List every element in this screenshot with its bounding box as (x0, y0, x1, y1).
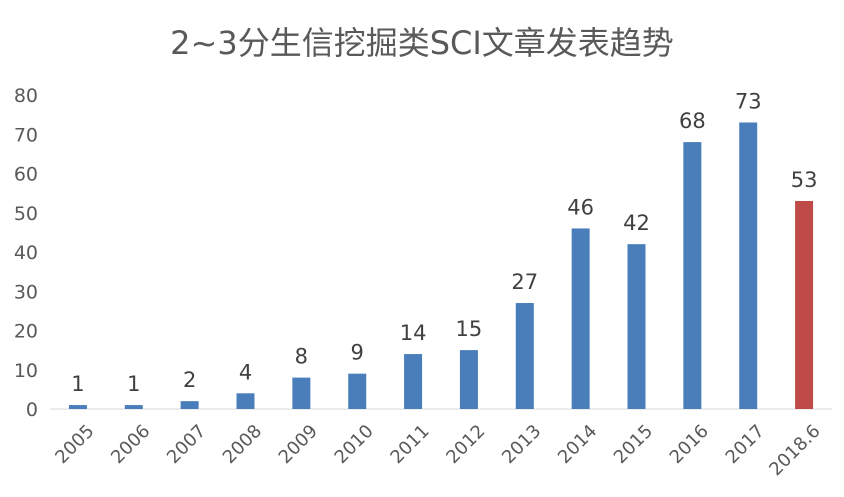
x-tick-label-2016: 2016 (666, 421, 713, 468)
y-tick-label: 0 (26, 399, 38, 421)
x-axis: 2005 2006 2007 2008 2009 2010 2011 2012 2013 2014… (50, 408, 832, 480)
x-tick-label-2008: 2008 (219, 421, 266, 468)
data-label-2012: 15 (456, 317, 483, 341)
bar-2005 (68, 405, 87, 409)
data-label-2016: 68 (679, 109, 706, 133)
bars (68, 122, 814, 409)
y-axis: 0 10 20 30 40 50 60 70 80 (14, 85, 38, 421)
x-tick-label-2011: 2011 (386, 421, 433, 468)
x-tick-label-2017: 2017 (722, 421, 769, 468)
x-tick-label-2006: 2006 (107, 421, 154, 468)
bar-2008 (236, 393, 255, 409)
chart-title: 2~3分生信挖掘类SCI文章发表趋势 (170, 24, 674, 62)
x-tick-label-2005: 2005 (51, 421, 98, 468)
bar-2014 (571, 228, 590, 409)
data-label-2005: 1 (71, 372, 84, 396)
data-label-2017: 73 (735, 89, 762, 113)
data-label-2014: 46 (567, 195, 594, 219)
data-label-2010: 9 (351, 341, 364, 365)
data-label-2015: 42 (623, 211, 650, 235)
bar-2015 (627, 244, 646, 409)
data-label-2011: 14 (400, 321, 427, 345)
data-label-2009: 8 (295, 345, 308, 369)
data-label-2007: 2 (183, 368, 196, 392)
bar-2006 (124, 405, 143, 409)
data-labels: 1 1 2 4 8 9 14 15 27 46 42 68 73 53 (71, 89, 817, 396)
bar-2007 (180, 401, 199, 409)
bar-2009 (292, 377, 311, 409)
bar-2016 (683, 142, 702, 409)
bar-2011 (404, 354, 423, 409)
y-tick-label: 10 (14, 360, 38, 382)
x-tick-label-2012: 2012 (442, 421, 489, 468)
y-tick-label: 60 (14, 164, 38, 186)
bar-2010 (348, 373, 367, 409)
data-label-2018.6: 53 (791, 168, 818, 192)
x-tick-label-2013: 2013 (498, 421, 545, 468)
y-tick-label: 80 (14, 85, 38, 107)
bar-2013 (515, 303, 534, 409)
bar-2018.6 (795, 200, 814, 409)
x-tick-label-2015: 2015 (610, 421, 657, 468)
x-tick-label-2009: 2009 (275, 421, 322, 468)
bar-2012 (459, 350, 478, 409)
x-tick-label-2014: 2014 (554, 421, 601, 468)
x-tick-label-2010: 2010 (331, 421, 378, 468)
y-tick-label: 20 (14, 321, 38, 343)
y-tick-label: 30 (14, 281, 38, 303)
bar-2017 (739, 122, 758, 409)
data-label-2008: 4 (239, 360, 252, 384)
y-tick-label: 70 (14, 124, 38, 146)
data-label-2013: 27 (511, 270, 538, 294)
y-tick-label: 40 (14, 242, 38, 264)
y-tick-label: 50 (14, 203, 38, 225)
x-tick-label-2007: 2007 (163, 421, 210, 468)
x-tick-label-2018.6: 2018.6 (765, 421, 824, 480)
data-label-2006: 1 (127, 372, 140, 396)
